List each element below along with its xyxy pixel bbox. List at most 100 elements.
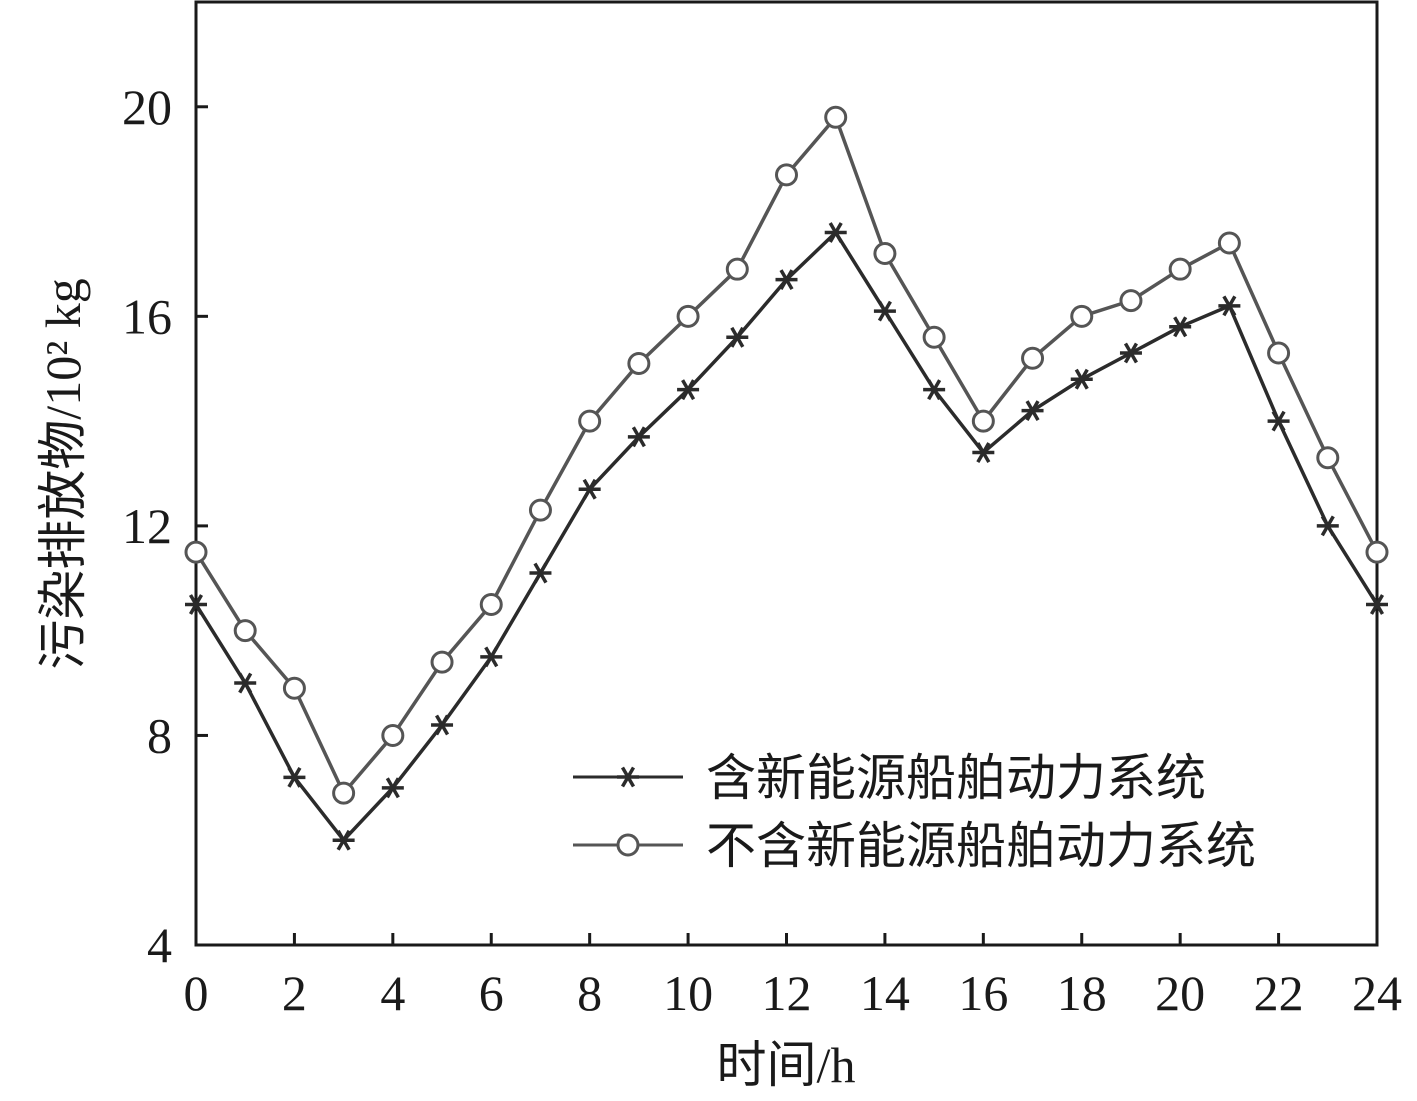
y-axis-title: 污染排放物/10² kg [35,278,91,669]
y-axis: 4 8 12 16 20 [122,79,208,973]
x-tick-label: 2 [282,965,307,1021]
data-point-series-2 [676,304,700,328]
data-point-series-2 [332,781,356,805]
asterisk-stroke [1173,316,1188,338]
data-point-series-2 [971,409,995,433]
data-point-series-2 [922,325,946,349]
data-point-series-2 [1217,231,1241,255]
asterisk-stroke [779,269,794,291]
data-point-series-2 [1365,540,1389,564]
asterisk-stroke [238,672,253,694]
x-tick-label: 14 [860,965,910,1021]
data-point-series-2 [775,163,798,187]
data-point-series-2 [1119,289,1143,313]
asterisk-stroke [435,714,450,736]
legend-asterisk [617,766,639,788]
x-axis-title: 时间/h [717,1037,856,1093]
y-tick-label: 4 [147,917,172,973]
legend-label-series-2: 不含新能源船舶动力系统 [706,818,1256,874]
x-tick-label: 6 [479,965,504,1021]
x-tick-label: 4 [380,965,405,1021]
data-point-series-1 [1070,368,1093,390]
series-line-2 [194,115,1379,795]
data-point-series-2 [479,592,503,616]
data-point-series-1 [381,777,404,799]
y-tick-label: 8 [147,707,172,763]
asterisk-stroke [484,646,499,668]
y-tick-label: 16 [122,288,172,344]
legend-label-series-1: 含新能源船舶动力系统 [706,750,1206,806]
asterisk-stroke [188,594,204,615]
x-tick-label: 8 [577,965,602,1021]
data-point-series-2 [627,351,651,375]
x-axis: 0 2 4 6 8 10 12 14 16 18 20 22 24 [184,933,1402,1021]
x-tick-label: 20 [1155,965,1205,1021]
data-point-series-1 [234,672,257,694]
asterisk-stroke [681,379,696,401]
data-point-series-2 [1168,257,1192,281]
data-point-series-1 [972,442,995,463]
asterisk-stroke [533,562,548,584]
asterisk-stroke [1025,400,1040,422]
data-point-series-1 [185,594,207,615]
data-point-series-1 [824,222,847,243]
data-point-series-1 [1218,295,1241,317]
asterisk-stroke [877,300,892,322]
x-tick-label: 0 [184,965,209,1021]
data-point-series-1 [1267,410,1290,432]
data-point-series-1 [332,829,355,851]
asterisk-stroke [1222,295,1237,317]
data-point-series-1 [775,269,798,291]
data-point-series-1 [1316,515,1339,537]
y-tick-label: 20 [122,79,172,135]
data-point-series-1 [873,300,896,322]
data-point-series-2 [1021,346,1045,370]
asterisk-stroke [927,379,942,401]
asterisk-stroke [1369,594,1385,615]
data-point-series-1 [726,326,749,348]
data-point-series-2 [282,676,306,700]
data-point-series-1 [923,379,946,401]
data-point-series-1 [480,646,503,668]
data-point-series-2 [1316,446,1340,470]
asterisk-stroke [828,222,843,243]
y-tick-label: 12 [122,498,172,554]
legend-circle-marker [616,833,640,857]
data-point-series-1 [578,478,601,500]
asterisk-stroke [620,766,636,788]
data-point-series-2 [578,409,602,433]
data-point-series-2 [824,105,848,129]
legend: 含新能源船舶动力系统 不含新能源船舶动力系统 [573,750,1256,874]
asterisk-stroke [385,777,400,799]
data-point-series-2 [1070,304,1094,328]
asterisk-stroke [730,326,745,348]
data-point-series-1 [431,714,454,736]
asterisk-stroke [1271,410,1286,432]
data-point-series-1 [1021,400,1044,422]
data-point-series-2 [725,257,749,281]
x-tick-label: 18 [1057,965,1107,1021]
asterisk-stroke [1074,368,1089,390]
asterisk-stroke [287,766,302,788]
data-point-series-2 [873,241,897,265]
data-point-series-2 [233,619,257,643]
x-tick-label: 12 [762,965,812,1021]
data-point-series-1 [529,562,552,584]
data-point-series-2 [381,723,405,747]
data-point-series-1 [627,426,650,448]
asterisk-stroke [976,442,991,463]
data-point-series-2 [430,650,454,674]
data-point-series-1 [1119,342,1142,364]
asterisk-stroke [1123,342,1138,364]
x-tick-label: 16 [958,965,1008,1021]
x-tick-label: 22 [1254,965,1304,1021]
legend-asterisk-marker [617,766,639,788]
data-point-series-1 [1366,594,1388,615]
data-point-series-1 [283,766,306,788]
asterisk-stroke [582,478,597,500]
data-point-series-1 [677,379,700,401]
series-layer [184,105,1389,851]
asterisk-stroke [1320,515,1335,537]
data-point-series-2 [1267,341,1291,365]
